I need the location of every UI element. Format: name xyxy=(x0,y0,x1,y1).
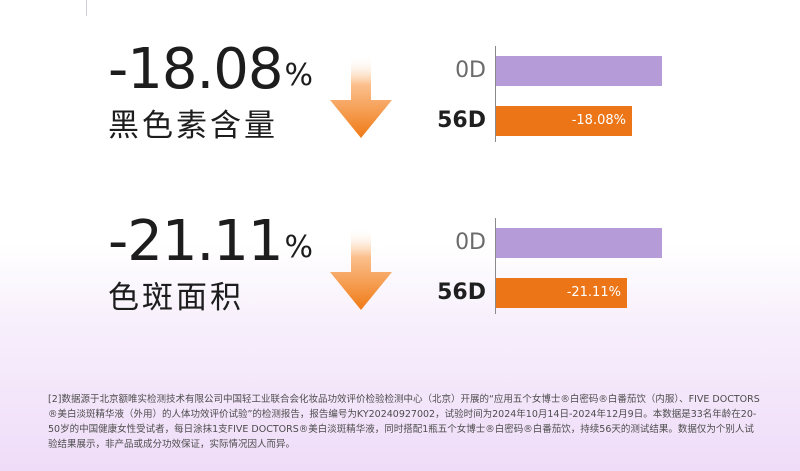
bar-chart: 0D 56D -18.08% xyxy=(420,46,720,156)
bar-row-56d: 56D -21.11% xyxy=(420,276,720,310)
down-arrow-icon xyxy=(330,228,392,310)
bar-56d xyxy=(496,106,632,136)
bar-row-0d: 0D xyxy=(420,226,720,260)
metric-unit: % xyxy=(284,58,313,93)
bar-category-label: 56D xyxy=(437,108,486,133)
bar-category-label: 0D xyxy=(455,230,486,255)
metric-spot-area: -21.11% 色斑面积 0D 56D -21.11% xyxy=(0,200,800,340)
bar-row-0d: 0D xyxy=(420,54,720,88)
bar-data-label: -21.11% xyxy=(566,285,621,300)
metric-value: -21.11% xyxy=(108,209,313,274)
frame-line xyxy=(86,0,87,16)
bar-axis xyxy=(495,46,496,142)
metric-value: -18.08% xyxy=(108,37,313,102)
metric-unit: % xyxy=(284,230,313,265)
bar-56d xyxy=(496,278,627,308)
metric-label: 色斑面积 xyxy=(108,280,244,316)
metric-number: -21.11 xyxy=(108,209,284,274)
bar-axis xyxy=(495,218,496,314)
bar-0d xyxy=(496,56,662,86)
down-arrow-icon xyxy=(330,56,392,138)
bar-data-label: -18.08% xyxy=(571,113,626,128)
bar-chart: 0D 56D -21.11% xyxy=(420,218,720,328)
metric-label: 黑色素含量 xyxy=(108,108,278,144)
bar-row-56d: 56D -18.08% xyxy=(420,104,720,138)
bar-0d xyxy=(496,228,662,258)
bar-category-label: 0D xyxy=(455,58,486,83)
bar-category-label: 56D xyxy=(437,280,486,305)
metric-melanin: -18.08% 黑色素含量 0D 56D -18.08% xyxy=(0,28,800,168)
metric-number: -18.08 xyxy=(108,37,284,102)
footnote: [2]数据源于北京额唯实检测技术有限公司中国轻工业联合会化妆品功效评价检验检测中… xyxy=(48,394,760,450)
